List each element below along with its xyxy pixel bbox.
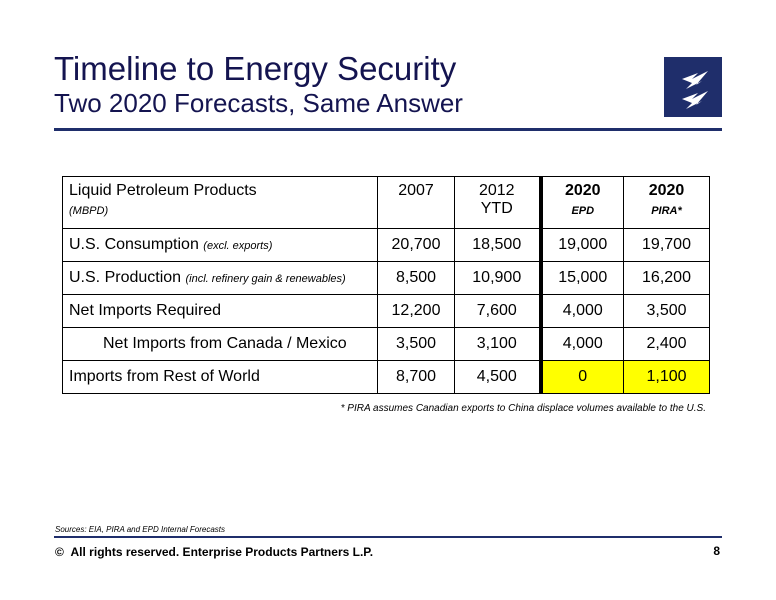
table-row: Net Imports from Canada / Mexico 3,500 3… <box>62 327 710 361</box>
cell-2020-epd: 15,000 <box>538 261 624 295</box>
row-label-cell: Imports from Rest of World <box>62 360 378 394</box>
header-2020-epd-sub: EPD <box>571 205 595 217</box>
row-label: Net Imports Required <box>69 302 222 319</box>
header-unit: (MBPD) <box>69 205 109 217</box>
header-2020-pira-label: 2020 <box>648 182 685 199</box>
cell-2020-epd: 4,000 <box>538 327 624 361</box>
cell-2007: 3,500 <box>377 327 455 361</box>
cell-2012: 3,100 <box>454 327 541 361</box>
header-2020-epd-label: 2020 <box>564 182 601 199</box>
cell-2020-pira: 3,500 <box>623 294 710 328</box>
table-row: Net Imports Required 12,200 7,600 4,000 … <box>62 294 710 328</box>
page-title: Timeline to Energy Security <box>54 50 457 87</box>
cell-2020-pira-highlight: 1,100 <box>623 360 710 394</box>
copyright-text: All rights reserved. Enterprise Products… <box>70 545 374 559</box>
cell-2007: 8,700 <box>377 360 455 394</box>
cell-2012: 7,600 <box>454 294 541 328</box>
row-label-cell: U.S. Production (incl. refinery gain & r… <box>62 261 378 295</box>
row-label: Imports from Rest of World <box>69 368 260 385</box>
header-2007-label: 2007 <box>398 182 434 199</box>
row-label-cell: Net Imports from Canada / Mexico <box>62 327 378 361</box>
cell-2020-pira: 2,400 <box>623 327 710 361</box>
header-2020-epd: 2020 EPD <box>538 176 624 229</box>
page-subtitle: Two 2020 Forecasts, Same Answer <box>54 88 463 118</box>
cell-2007: 20,700 <box>377 228 455 262</box>
page-number: 8 <box>713 544 720 558</box>
row-label-cell: U.S. Consumption (excl. exports) <box>62 228 378 262</box>
title-divider <box>54 128 722 131</box>
cell-2020-pira: 19,700 <box>623 228 710 262</box>
cell-2012: 18,500 <box>454 228 541 262</box>
cell-2007: 12,200 <box>377 294 455 328</box>
table-row: U.S. Consumption (excl. exports) 20,700 … <box>62 228 710 262</box>
cell-2020-epd: 4,000 <box>538 294 624 328</box>
row-label-cell: Net Imports Required <box>62 294 378 328</box>
header-label-cell: Liquid Petroleum Products (MBPD) <box>62 176 378 229</box>
sources-note: Sources: EIA, PIRA and EPD Internal Fore… <box>55 525 225 534</box>
cell-2020-epd-highlight: 0 <box>538 360 624 394</box>
table-header-row: Liquid Petroleum Products (MBPD) 2007 20… <box>62 176 710 229</box>
enterprise-lightning-logo-icon <box>664 57 722 117</box>
table-row: U.S. Production (incl. refinery gain & r… <box>62 261 710 295</box>
row-note: (excl. exports) <box>203 240 273 252</box>
header-2012-sub: YTD <box>480 200 513 217</box>
table-footnote: * PIRA assumes Canadian exports to China… <box>340 403 706 414</box>
footer-divider <box>54 536 722 538</box>
header-2012: 2012 YTD <box>454 176 541 229</box>
cell-2012: 4,500 <box>454 360 541 394</box>
copyright-icon: © <box>55 545 64 559</box>
cell-2020-epd: 19,000 <box>538 228 624 262</box>
cell-2020-pira: 16,200 <box>623 261 710 295</box>
row-label: U.S. Consumption <box>69 236 199 253</box>
cell-2012: 10,900 <box>454 261 541 295</box>
header-label: Liquid Petroleum Products <box>69 182 257 199</box>
header-2020-pira: 2020 PIRA* <box>623 176 710 229</box>
copyright: © All rights reserved. Enterprise Produc… <box>55 545 373 559</box>
table-row: Imports from Rest of World 8,700 4,500 0… <box>62 360 710 394</box>
header-2012-label: 2012 <box>478 182 515 199</box>
row-note: (incl. refinery gain & renewables) <box>185 273 346 285</box>
header-2020-pira-sub: PIRA* <box>651 205 682 217</box>
header-2007: 2007 <box>377 176 455 229</box>
row-label: U.S. Production <box>69 269 182 286</box>
forecast-table: Liquid Petroleum Products (MBPD) 2007 20… <box>62 176 710 394</box>
row-label: Net Imports from Canada / Mexico <box>103 335 347 352</box>
cell-2007: 8,500 <box>377 261 455 295</box>
